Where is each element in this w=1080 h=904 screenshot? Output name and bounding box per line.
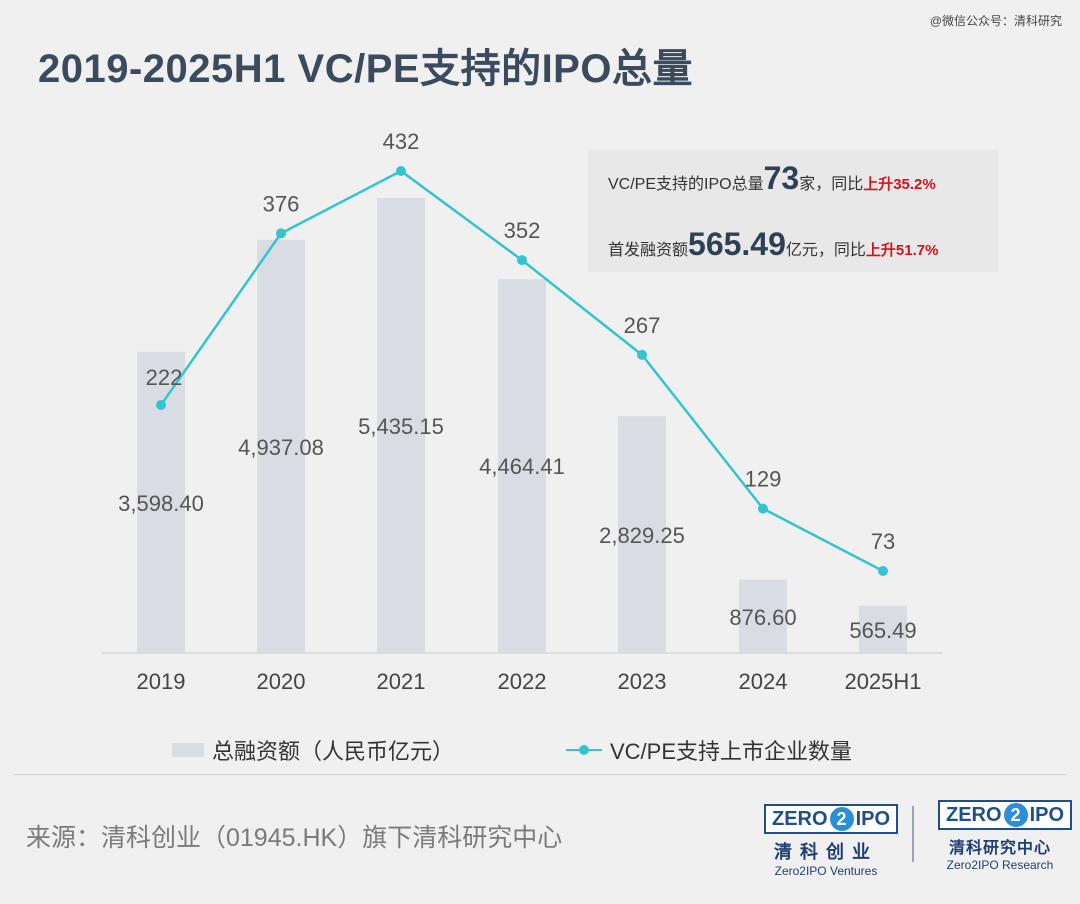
logo-mark: ZERO 2 IPO (938, 800, 1073, 830)
stat-financing-change: 上升51.7% (865, 242, 939, 259)
count-point-2019 (156, 399, 166, 410)
logo-zero2ipo-research: ZERO 2 IPO 清科研究中心 Zero2IPO Research (938, 800, 1073, 872)
logo-separator (912, 806, 914, 862)
stat-ipo-prefix: VC/PE支持的IPO总量 (608, 176, 764, 193)
bar-2025H1 (859, 605, 907, 653)
count-label-2021: 432 (383, 129, 420, 154)
divider (14, 774, 1066, 775)
count-label-2019: 222 (146, 365, 183, 390)
legend-bar-label: 总融资额（人民币亿元） (212, 739, 455, 764)
stat-ipo-unit: 家，同比 (799, 176, 864, 193)
bar-label-2023: 2,829.25 (599, 523, 685, 548)
bar-label-2020: 4,937.08 (238, 435, 324, 460)
logo-cn: 清科研究中心 (948, 840, 1051, 857)
combo-chart: 3,598.40 4,937.08 5,435.15 4,464.41 2,829.25… (101, 129, 943, 694)
logo-zero2ipo-ventures: ZERO 2 IPO 清科创业 Zero2IPO Ventures (764, 804, 899, 878)
count-label-2023: 267 (624, 313, 661, 338)
legend-line-label: VC/PE支持上市企业数量 (610, 739, 853, 764)
count-label-2024: 129 (745, 467, 782, 492)
bar-label-2025H1: 565.49 (849, 618, 916, 643)
x-tick-label-2023: 2023 (618, 669, 667, 694)
count-label-2020: 376 (263, 191, 300, 216)
legend-line-swatch (566, 743, 602, 757)
count-point-2021 (396, 166, 406, 176)
logo-cn: 清科创业 (774, 842, 878, 862)
x-tick-label-2019: 2019 (137, 669, 186, 694)
count-point-2024 (758, 503, 768, 514)
count-label-2022: 352 (504, 218, 541, 243)
bar-2020 (257, 239, 305, 653)
count-point-2023 (637, 349, 647, 360)
count-point-2020 (276, 228, 286, 239)
x-tick-label-2021: 2021 (377, 669, 426, 694)
bar-2022 (498, 279, 546, 653)
bar-2024 (739, 579, 787, 653)
logo-mark-left: ZERO (772, 807, 828, 830)
stat-financing-value: 565.49 (688, 226, 786, 262)
logo-mark-right: IPO (1029, 803, 1065, 826)
stat-box: VC/PE支持的IPO总量73家，同比上升35.2% 首发融资额565.49亿元… (588, 150, 998, 272)
x-tick-label-2022: 2022 (498, 669, 547, 694)
stat-financing-unit: 亿元，同比 (785, 242, 866, 259)
count-point-2022 (517, 255, 527, 266)
bar-label-2022: 4,464.41 (479, 454, 565, 479)
logo-mark-right: IPO (855, 807, 891, 830)
chart-title: 2019-2025H1 VC/PE支持的IPO总量 (38, 47, 693, 91)
stat-financing-prefix: 首发融资额 (608, 242, 689, 259)
count-label-2025H1: 73 (871, 529, 895, 554)
stat-financing: 首发融资额565.49亿元，同比上升51.7% (608, 226, 938, 263)
legend-item-bar: 总融资额（人民币亿元） (172, 734, 454, 766)
legend-item-line: VC/PE支持上市企业数量 (566, 734, 852, 766)
logo-mark-two: 2 (829, 807, 854, 831)
watermark: @微信公众号：清科研究 (929, 14, 1062, 28)
x-tick-label-2024: 2024 (739, 669, 788, 694)
stat-ipo-change: 上升35.2% (863, 176, 936, 193)
bar-label-2019: 3,598.40 (118, 491, 204, 516)
logo-mark: ZERO 2 IPO (764, 804, 899, 834)
logo-mark-two: 2 (1003, 803, 1028, 827)
logo-en: Zero2IPO Ventures (774, 864, 878, 878)
logo-en: Zero2IPO Research (946, 858, 1054, 872)
x-tick-label-2020: 2020 (257, 669, 306, 694)
stat-ipo-count: VC/PE支持的IPO总量73家，同比上升35.2% (608, 160, 936, 197)
logo-mark-left: ZERO (946, 803, 1002, 826)
x-tick-label-2025H1: 2025H1 (844, 669, 921, 694)
source-note: 来源：清科创业（01945.HK）旗下清科研究中心 (26, 824, 563, 852)
bar-2023 (618, 416, 666, 653)
legend-bar-swatch (172, 743, 204, 757)
bar-label-2021: 5,435.15 (358, 414, 444, 439)
count-point-2025H1 (878, 566, 888, 576)
bar-label-2024: 876.60 (729, 605, 796, 630)
bar-2021 (377, 198, 425, 653)
stat-ipo-value: 73 (763, 160, 800, 196)
